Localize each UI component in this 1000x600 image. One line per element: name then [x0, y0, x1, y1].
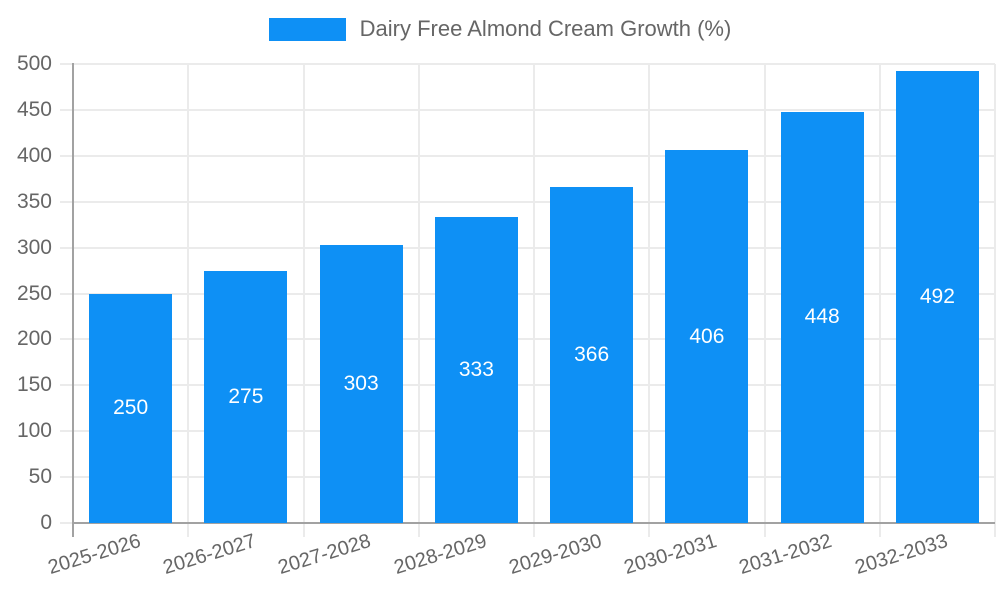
y-gridline [60, 108, 995, 111]
x-axis-tick-label: 2027-2028 [275, 529, 374, 579]
x-gridline [878, 64, 881, 537]
bar[interactable] [434, 217, 518, 523]
y-axis-tick-label: 50 [28, 465, 52, 489]
y-axis-tick-label: 350 [16, 189, 52, 213]
y-axis-tick-label: 400 [16, 143, 52, 167]
x-gridline [763, 64, 766, 537]
y-axis-line [72, 63, 74, 537]
x-axis-tick-label: 2031-2032 [736, 529, 835, 579]
y-gridline [60, 384, 995, 387]
bar-value-label: 275 [228, 384, 264, 408]
x-axis-tick-label: 2029-2030 [506, 529, 605, 579]
bar-value-label: 250 [113, 396, 149, 420]
bar[interactable] [665, 150, 749, 523]
bar[interactable] [550, 187, 634, 523]
bar-value-label: 366 [574, 343, 610, 366]
y-axis-tick-label: 200 [16, 327, 52, 351]
y-axis-tick-label: 100 [16, 419, 52, 443]
bar[interactable] [204, 270, 288, 523]
x-gridline [533, 64, 535, 537]
bar-value-label: 333 [458, 358, 494, 382]
bar[interactable] [895, 71, 979, 523]
x-gridline [648, 64, 651, 537]
bar-value-label: 303 [343, 371, 379, 395]
bar-value-label: 406 [689, 324, 725, 348]
x-axis-tick-label: 2032-2033 [852, 529, 951, 579]
bar-value-label: 492 [919, 285, 955, 309]
x-axis-line [72, 522, 995, 524]
y-gridline [60, 338, 995, 341]
y-gridline [60, 246, 995, 249]
y-axis-tick-label: 0 [40, 511, 52, 534]
x-gridline [994, 64, 996, 537]
bar[interactable] [319, 244, 403, 523]
x-gridline [417, 64, 420, 537]
bar[interactable] [89, 293, 173, 523]
y-axis-tick-label: 150 [16, 373, 52, 397]
legend[interactable]: Dairy Free Almond Cream Growth (%) [0, 16, 1000, 42]
y-gridline [60, 154, 995, 157]
x-gridline [187, 64, 190, 537]
x-gridline [302, 64, 305, 537]
y-axis-tick-label: 250 [16, 281, 52, 305]
y-gridline [60, 430, 995, 433]
y-gridline [60, 63, 995, 65]
bar-value-label: 448 [804, 305, 840, 329]
y-gridline [60, 476, 995, 479]
x-axis-tick-label: 2025-2026 [45, 529, 144, 579]
x-axis-tick-label: 2028-2029 [391, 529, 490, 579]
y-axis-tick-label: 500 [16, 52, 52, 75]
y-gridline [60, 292, 995, 295]
bar[interactable] [780, 111, 864, 523]
x-axis-tick-label: 2030-2031 [621, 529, 720, 579]
x-axis-tick-label: 2026-2027 [160, 529, 259, 579]
legend-label: Dairy Free Almond Cream Growth (%) [359, 16, 732, 41]
y-gridline [60, 200, 995, 203]
y-axis-tick-label: 450 [16, 97, 52, 121]
legend-swatch [268, 17, 346, 41]
y-axis-tick-label: 300 [16, 235, 52, 259]
